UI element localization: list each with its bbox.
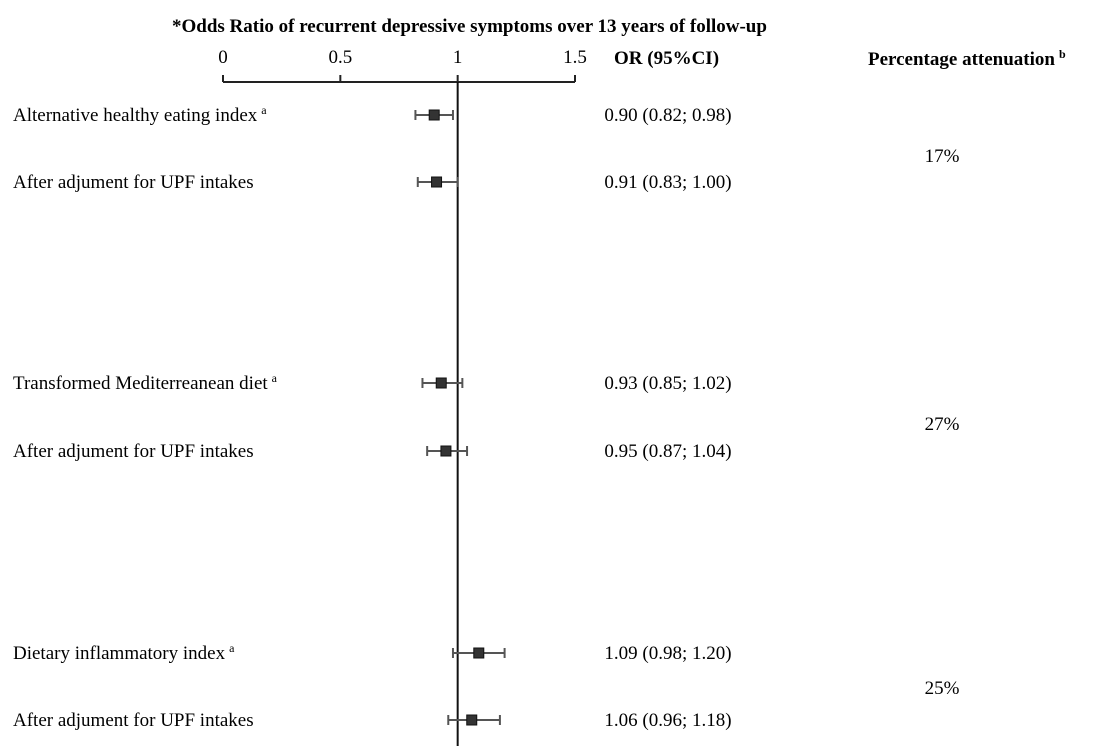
attenuation-value: 27% (925, 414, 960, 435)
row-label: After adjument for UPF intakes (13, 710, 254, 731)
rows: Alternative healthy eating index a 0.90 (0… (13, 103, 732, 731)
row-label: Alternative healthy eating index a (13, 103, 267, 126)
x-tick-label: 1.5 (563, 47, 587, 68)
or-value: 0.91 (0.83; 1.00) (604, 172, 731, 193)
point-estimate (466, 714, 478, 726)
x-tick-label: 1 (453, 47, 463, 68)
row-label-text: Dietary inflammatory index (13, 643, 226, 664)
row-label-superscript: a (272, 371, 278, 385)
or-value: 0.90 (0.82; 0.98) (604, 105, 731, 126)
row-label-superscript: a (229, 641, 235, 655)
row-label: After adjument for UPF intakes (13, 172, 254, 193)
point-estimate (440, 445, 452, 457)
or-value: 1.06 (0.96; 1.18) (604, 710, 731, 731)
x-tick-label: 0.5 (328, 47, 352, 68)
chart-title: *Odds Ratio of recurrent depressive symp… (172, 16, 767, 37)
or-value: 1.09 (0.98; 1.20) (604, 643, 731, 664)
attenuation-header-superscript: b (1059, 47, 1066, 61)
or-value: 0.93 (0.85; 1.02) (604, 373, 731, 394)
attenuation-column-header: Percentage attenuation b (868, 47, 1066, 70)
row-label-text: Alternative healthy eating index (13, 105, 258, 126)
attenuation-value: 17% (925, 146, 960, 167)
row-label-text: After adjument for UPF intakes (13, 441, 254, 462)
attenuation-value: 25% (925, 678, 960, 699)
forest-row: After adjument for UPF intakes 1.06 (0.96… (13, 710, 732, 731)
point-estimate (435, 377, 447, 389)
forest-row: Dietary inflammatory index a 1.09 (0.98; 1… (13, 641, 732, 664)
row-label-text: After adjument for UPF intakes (13, 172, 254, 193)
point-estimate (428, 109, 440, 121)
row-label: Dietary inflammatory index a (13, 641, 235, 664)
x-axis: 0 0.5 1 1.5 (218, 47, 587, 746)
row-label: After adjument for UPF intakes (13, 441, 254, 462)
attenuation-header-text: Percentage attenuation (868, 49, 1055, 70)
forest-row: After adjument for UPF intakes 0.95 (0.87… (13, 441, 732, 462)
row-label-text: After adjument for UPF intakes (13, 710, 254, 731)
point-estimate (473, 647, 485, 659)
or-value: 0.95 (0.87; 1.04) (604, 441, 731, 462)
forest-row: Transformed Mediterreanean diet a 0.93 (0.… (13, 371, 732, 394)
forest-row: After adjument for UPF intakes 0.91 (0.83… (13, 172, 732, 193)
row-label-superscript: a (261, 103, 267, 117)
or-column-header: OR (95%CI) (614, 48, 719, 69)
point-estimate (431, 176, 443, 188)
x-tick-label: 0 (218, 47, 228, 68)
attenuation-values: 17% 27% 25% (925, 146, 960, 699)
row-label-text: Transformed Mediterreanean diet (13, 373, 268, 394)
forest-row: Alternative healthy eating index a 0.90 (0… (13, 103, 732, 126)
row-label: Transformed Mediterreanean diet a (13, 371, 278, 394)
